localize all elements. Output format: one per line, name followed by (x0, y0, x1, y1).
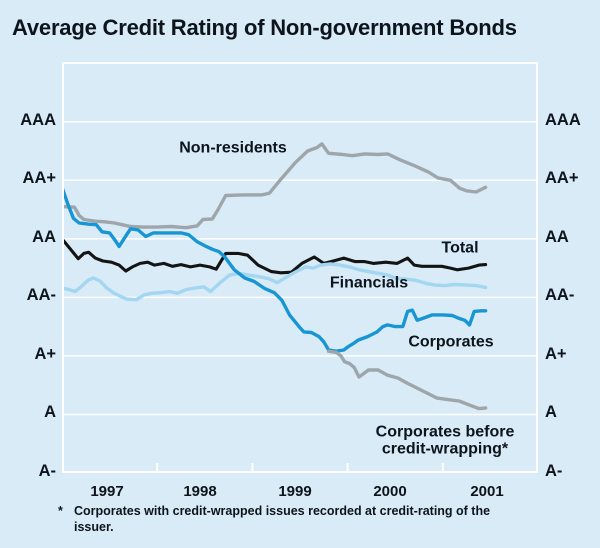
x-tick-label-1998: 1998 (183, 483, 217, 500)
y-tick-label-left-AAA: AAA (20, 110, 56, 129)
y-tick-label-left-A-: A- (38, 461, 56, 480)
footnote-text: Corporates with credit-wrapped issues re… (74, 504, 491, 534)
series-line-corporates-before-credit-wrapping (326, 349, 488, 411)
x-tick-label-2001: 2001 (470, 483, 504, 500)
y-tick-label-left-AA+: AA+ (22, 169, 56, 187)
footnote-marker: * (58, 504, 63, 518)
y-tick-label-left-AA: AA (32, 227, 56, 246)
series-label-corporates: Corporates (408, 333, 494, 351)
series-label-corporates-before-credit-wrapping: Corporates before credit-wrapping* (375, 423, 515, 457)
series-label-financials: Financials (329, 274, 409, 292)
chart-title: Average Credit Rating of Non-government … (12, 15, 517, 40)
y-tick-label-right-AAA: AAA (545, 110, 581, 129)
y-tick-label-right-AA-: AA- (545, 286, 575, 305)
y-tick-label-right-A: A (545, 403, 557, 422)
series-label-non-residents: Non-residents (179, 139, 287, 157)
plot-frame (62, 62, 538, 473)
y-tick-label-right-A-: A- (545, 461, 563, 480)
plot-area (62, 62, 538, 473)
x-tick-label-1999: 1999 (278, 483, 312, 500)
y-tick-label-right-A+: A+ (545, 344, 567, 363)
y-tick-label-right-AA: AA (545, 227, 569, 246)
y-tick-label-left-A: A (44, 403, 56, 422)
footnote: * Corporates with credit-wrapped issues … (58, 503, 518, 535)
y-tick-label-left-AA-: AA- (26, 286, 56, 305)
x-tick-label-1997: 1997 (90, 483, 124, 500)
series-line-total (62, 237, 488, 275)
y-tick-label-right-AA+: AA+ (545, 169, 579, 187)
x-tick-label-2000: 2000 (373, 483, 407, 500)
series-line-corporates (62, 185, 488, 353)
series-line-non-residents (62, 142, 488, 230)
series-line-financials (62, 262, 488, 302)
y-tick-label-left-A+: A+ (34, 344, 56, 363)
series-label-total: Total (441, 239, 479, 257)
